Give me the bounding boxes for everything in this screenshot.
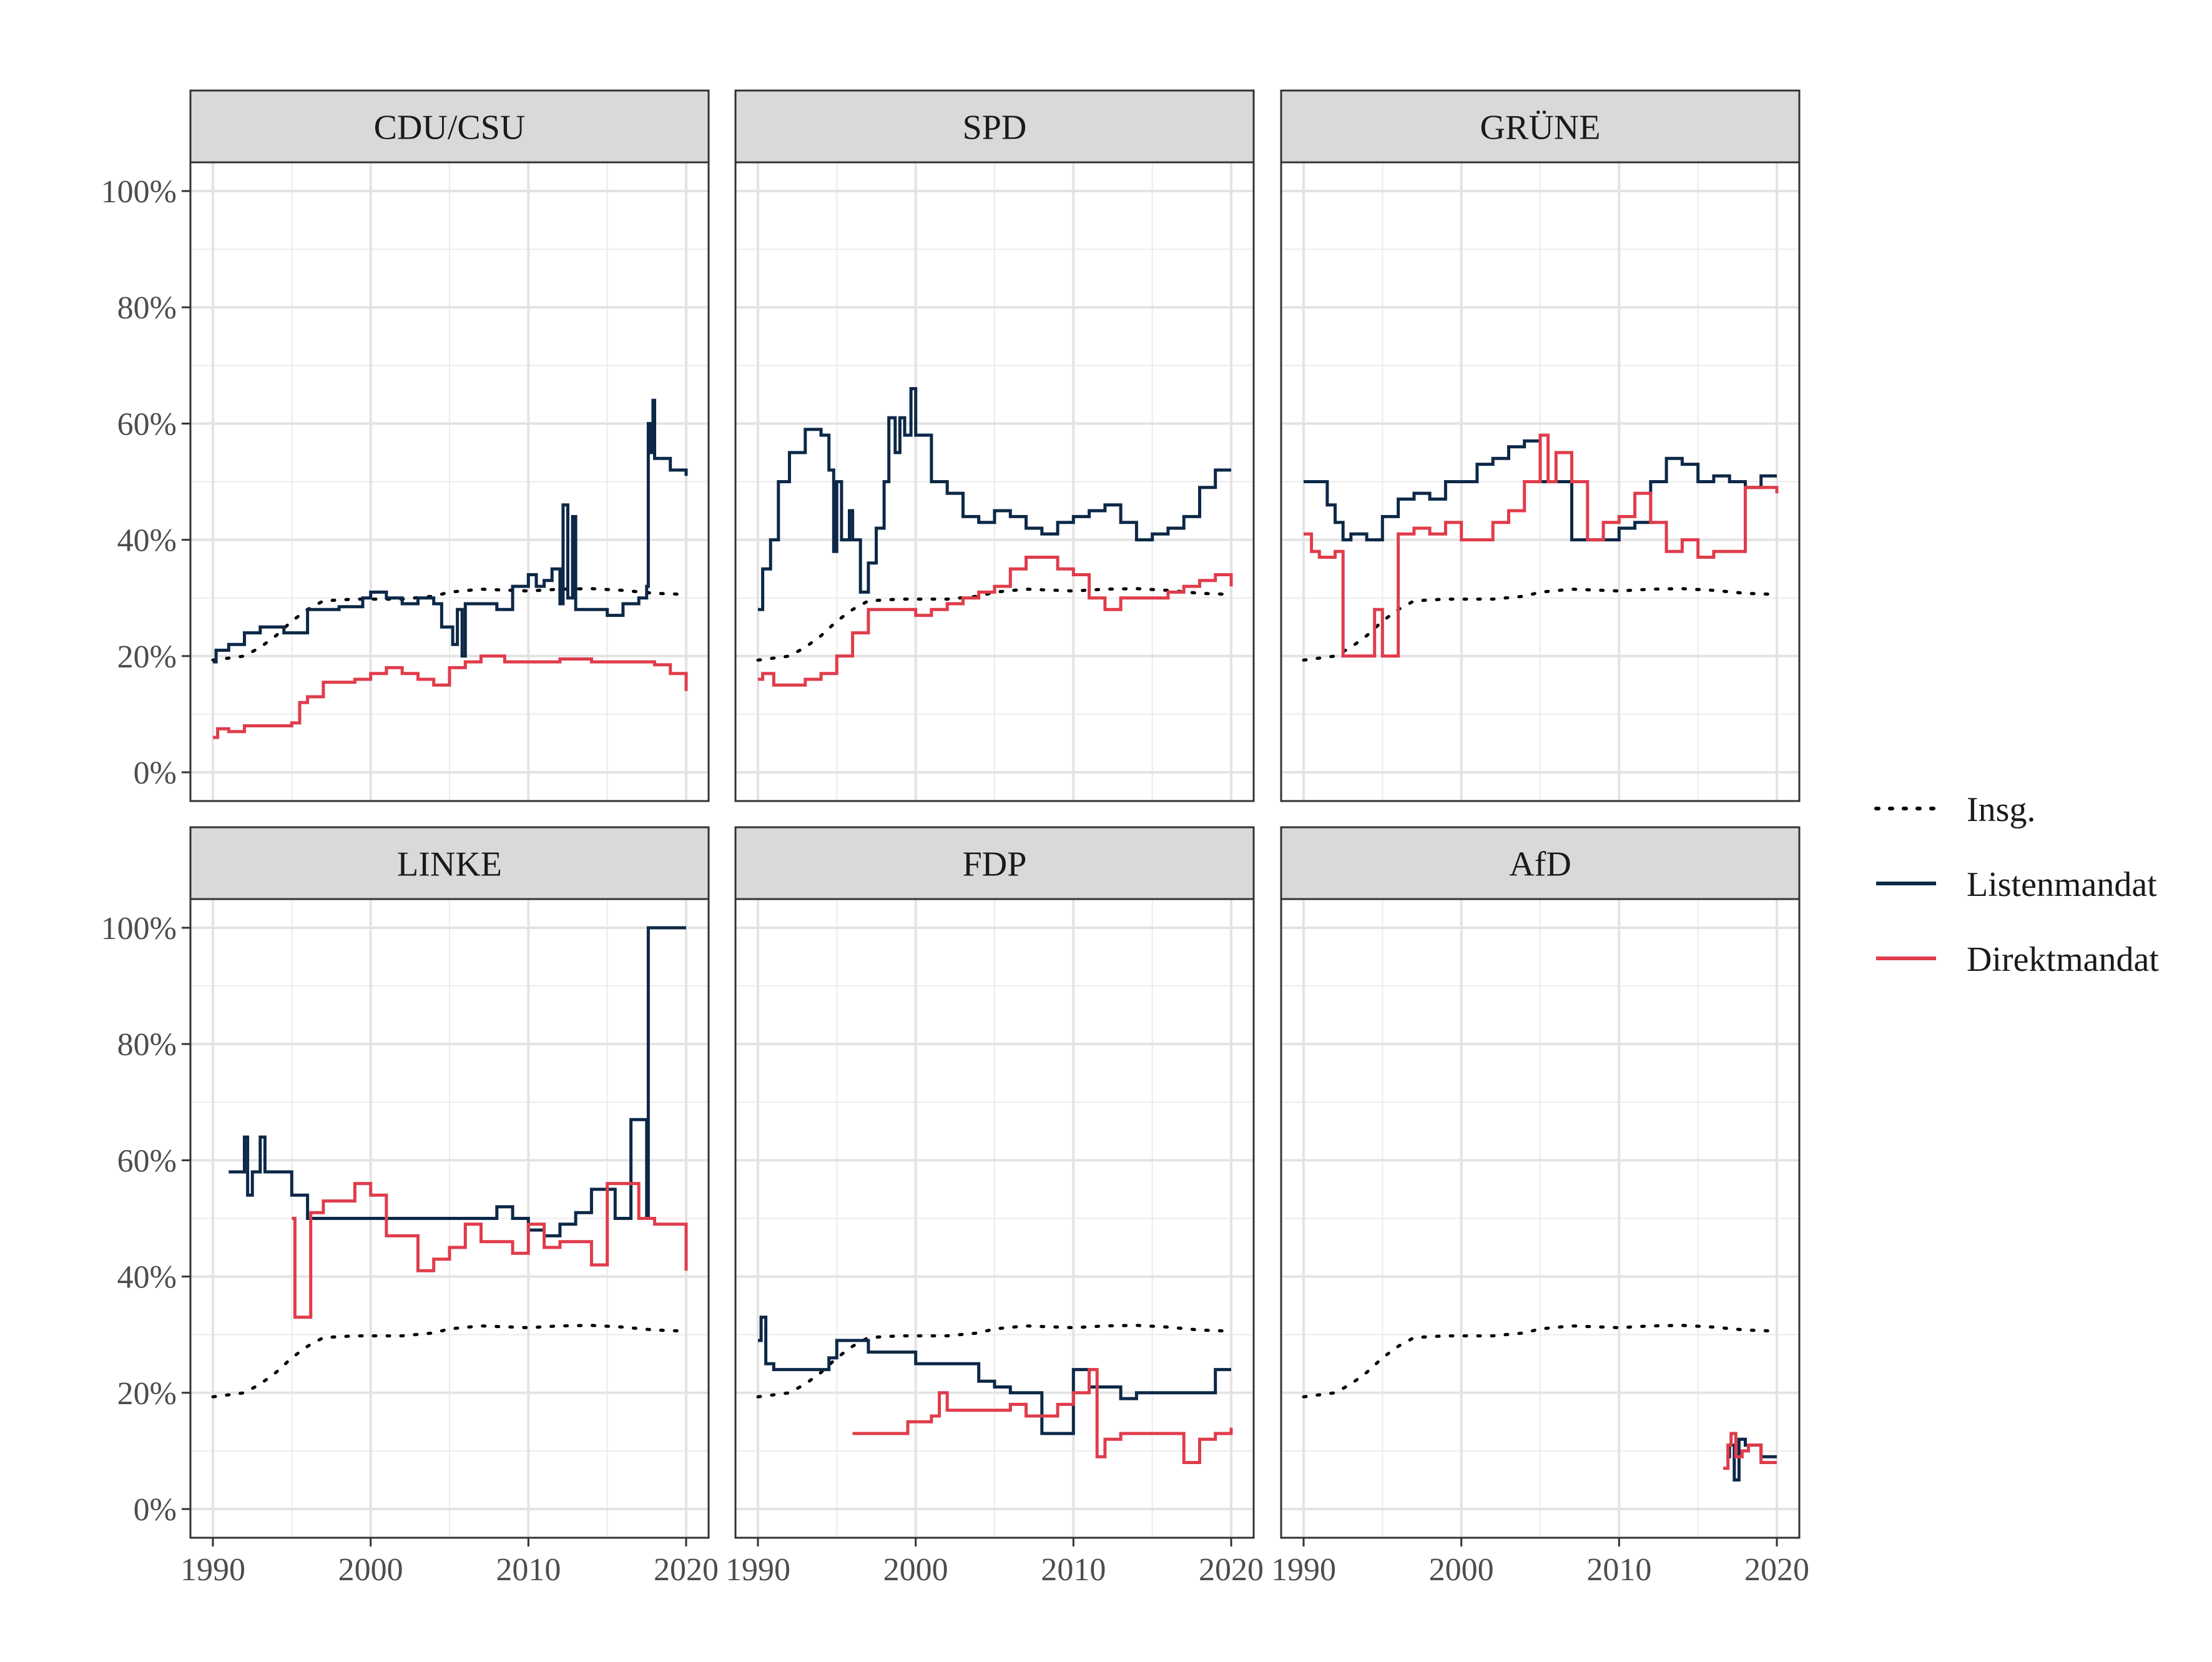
series-line-direktmandat (292, 1182, 688, 1319)
y-axis-tick-label: 80% (117, 1027, 177, 1063)
facet-panel: AfD 1990 2000 2010 2020 (1271, 826, 1809, 1588)
facet-title: CDU/CSU (374, 109, 526, 147)
x-axis-tick-label: 2020 (654, 1552, 719, 1588)
x-axis-tick-label: 2010 (1041, 1552, 1106, 1588)
series-line-insg (211, 1324, 688, 1399)
series-line-listenmandat (213, 398, 688, 664)
x-axis-tick-label: 1990 (1271, 1552, 1336, 1588)
legend: Insg. Listenmandat Direktmandat (1874, 790, 2159, 979)
x-axis-tick-label: 2020 (1199, 1552, 1264, 1588)
panel-border (1280, 898, 1801, 1539)
panel-border (189, 161, 710, 802)
legend-label: Insg. (1967, 790, 2035, 829)
panel-border (734, 161, 1255, 802)
series-line-direktmandat (1304, 433, 1779, 658)
facet-title: FDP (963, 845, 1027, 884)
facet-strip (189, 826, 710, 900)
x-axis-tick-label: 1990 (180, 1552, 245, 1588)
series-line-insg (756, 1324, 1233, 1399)
facet-title: AfD (1509, 845, 1571, 884)
facet-strip (734, 89, 1255, 164)
y-axis-tick-label: 100% (101, 911, 177, 947)
series-line-listenmandat (758, 387, 1231, 611)
y-axis-tick-label: 0% (134, 755, 177, 791)
x-axis-tick-label: 2010 (1586, 1552, 1651, 1588)
facet-panel: FDP 1990 2000 2010 2020 (725, 826, 1264, 1588)
facet-strip (189, 89, 710, 164)
panel-border (1280, 161, 1801, 802)
facet-title: SPD (963, 109, 1027, 147)
series-line-listenmandat (1304, 439, 1777, 542)
series-line-listenmandat (758, 1315, 1231, 1435)
y-axis-tick-label: 40% (117, 1260, 177, 1296)
x-axis-tick-label: 1990 (725, 1552, 790, 1588)
y-axis-tick-label: 40% (117, 523, 177, 559)
x-axis-tick-label: 2010 (496, 1552, 561, 1588)
panel-border (734, 898, 1255, 1539)
facet-panel: GRÜNE (1280, 89, 1801, 802)
facet-panel: SPD (734, 89, 1255, 802)
y-axis-tick-label: 60% (117, 1143, 177, 1179)
facet-title: LINKE (397, 845, 502, 884)
facet-panel: CDU/CSU 0% 20% 40% 60% 80% 100% (101, 89, 710, 802)
y-axis-tick-label: 20% (117, 639, 177, 675)
y-axis-tick-label: 60% (117, 406, 177, 442)
y-axis-tick-label: 80% (117, 290, 177, 326)
x-axis-tick-label: 2000 (1429, 1552, 1494, 1588)
y-axis-tick-label: 20% (117, 1376, 177, 1412)
series-line-direktmandat (852, 1368, 1233, 1464)
series-line-insg (1302, 1324, 1779, 1399)
facet-title: GRÜNE (1480, 109, 1601, 147)
panel-border (189, 898, 710, 1539)
facet-panel: LINKE 0% 20% 40% 60% 80% 100% 1990 2000 2010 2020 (101, 826, 719, 1588)
legend-label: Listenmandat (1967, 865, 2157, 904)
x-axis-tick-label: 2000 (338, 1552, 403, 1588)
series-line-direktmandat (1723, 1432, 1777, 1470)
y-axis-tick-label: 0% (134, 1492, 177, 1528)
series-line-insg (1302, 587, 1779, 662)
y-axis-tick-label: 100% (101, 174, 177, 210)
series-line-direktmandat (758, 556, 1233, 687)
series-line-direktmandat (213, 654, 688, 739)
legend-label: Direktmandat (1967, 940, 2159, 979)
facet-strip (734, 826, 1255, 900)
x-axis-tick-label: 2000 (883, 1552, 948, 1588)
x-axis-tick-label: 2020 (1744, 1552, 1809, 1588)
